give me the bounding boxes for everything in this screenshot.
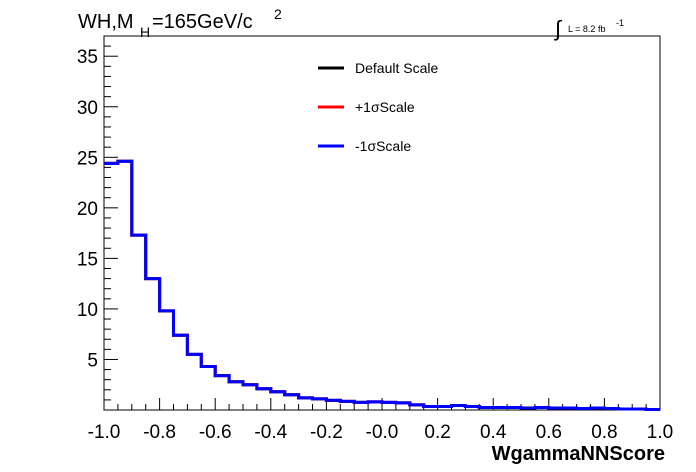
x-tick-label: -0.0 [366, 422, 399, 443]
series-line-0 [104, 159, 660, 411]
y-tick-label: 30 [77, 98, 98, 119]
x-tick-label: -0.2 [310, 422, 343, 443]
luminosity-label: ∫ L = 8.2 fb -1 [553, 16, 624, 41]
legend-label-0: Default Scale [355, 60, 438, 76]
x-tick-label: 0.2 [424, 422, 450, 443]
series-line-1 [104, 159, 660, 411]
x-tick-label: -0.8 [143, 422, 176, 443]
x-tick-label: 0.6 [536, 422, 562, 443]
series-line-2 [104, 159, 660, 411]
title-main: WH,M [78, 11, 134, 33]
y-tick-label: 15 [77, 249, 98, 270]
legend-label-1: +1σScale [355, 99, 415, 115]
x-tick-label: 0.4 [480, 422, 507, 443]
title-superscript: 2 [274, 6, 282, 22]
title-subscript: H [140, 24, 150, 40]
legend: Default Scale +1σScale -1σScale [318, 60, 438, 154]
x-tick-label: -1.0 [88, 422, 121, 443]
x-tick-label: 1.0 [647, 422, 673, 443]
y-tick-label: 5 [87, 350, 98, 371]
legend-label-2: -1σScale [355, 138, 411, 154]
x-tick-label: -0.6 [199, 422, 232, 443]
x-tick-label: -0.4 [254, 422, 287, 443]
y-tick-label: 35 [77, 47, 98, 68]
x-tick-label: 0.8 [591, 422, 617, 443]
x-axis: -1.0 -0.8 -0.6 -0.4 -0.2 -0.0 0.2 0.4 0.6 0.8 1.0 [88, 398, 673, 443]
y-tick-label: 20 [77, 199, 98, 220]
series-layer [104, 159, 660, 411]
luminosity-text: L = 8.2 fb [568, 24, 605, 34]
integral-symbol: ∫ [553, 16, 563, 41]
title-rest: =165GeV/c [152, 11, 253, 33]
y-tick-label: 25 [77, 148, 98, 169]
luminosity-superscript: -1 [616, 18, 624, 28]
y-tick-label: 10 [77, 300, 98, 321]
x-axis-label: WgammaNNScore [492, 443, 665, 465]
y-axis: 5 10 15 20 25 30 35 [77, 45, 118, 401]
chart-title: WH,M H =165GeV/c 2 [78, 6, 282, 40]
